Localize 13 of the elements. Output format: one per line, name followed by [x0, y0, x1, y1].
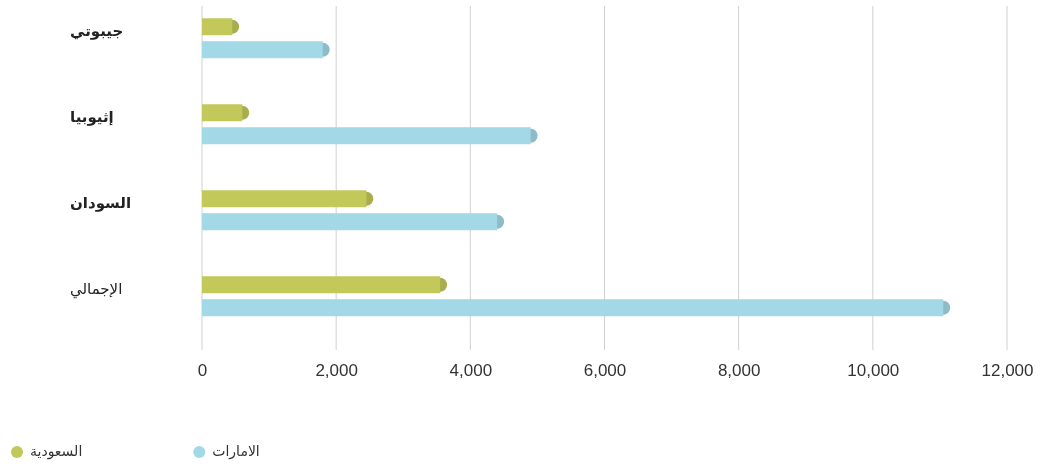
x-tick-label: 8,000: [717, 361, 761, 381]
x-tick-label: 2,000: [315, 361, 358, 381]
legend-label: الامارات: [212, 443, 260, 460]
x-tick-label: 12,000: [981, 361, 1034, 381]
x-tick-label: 6,000: [583, 361, 627, 381]
y-tick-label: جيبوتي: [70, 22, 124, 41]
x-tick-label: 4,000: [449, 361, 493, 381]
y-tick-label: الإجمالي: [70, 280, 123, 300]
y-tick-label: السودان: [70, 194, 132, 213]
x-tick-label: 0: [197, 361, 208, 381]
x-tick-label: 10,000: [847, 361, 900, 381]
y-tick-label: إثيوبيا: [70, 108, 114, 127]
legend-label: السعودية: [30, 443, 83, 460]
